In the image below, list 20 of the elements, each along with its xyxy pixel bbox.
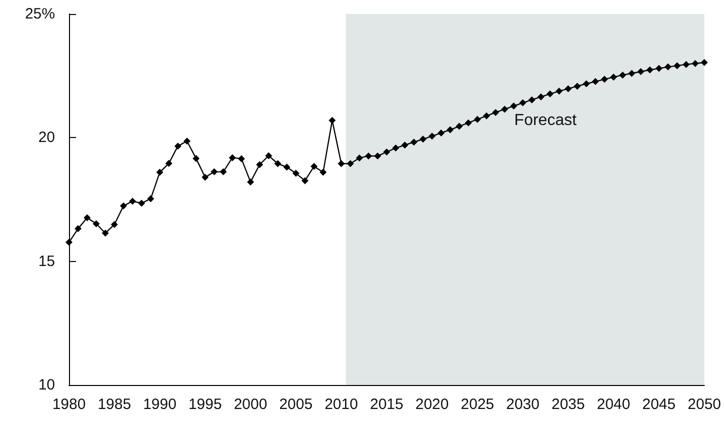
y-tick-label: 25% <box>24 6 55 22</box>
x-tick-label: 2030 <box>506 396 540 413</box>
x-tick-label: 2015 <box>370 396 404 413</box>
x-tick-label: 1980 <box>52 396 86 413</box>
x-tick-label: 2010 <box>324 396 358 413</box>
x-tick-label: 2045 <box>642 396 676 413</box>
x-tick-label: 2040 <box>596 396 630 413</box>
y-tick-label: 10 <box>38 376 55 394</box>
x-tick-label: 2035 <box>551 396 585 413</box>
y-tick-label: 15 <box>38 252 55 270</box>
x-tick-label: 2020 <box>415 396 449 413</box>
x-tick-label: 1995 <box>188 396 222 413</box>
band-label: Forecast <box>514 112 578 129</box>
x-tick-label: 2000 <box>234 396 268 413</box>
x-tick-label: 1990 <box>143 396 176 413</box>
x-tick-label: 1985 <box>98 396 132 413</box>
x-tick-label: 2025 <box>460 396 494 413</box>
x-tick-label: 2005 <box>279 396 313 413</box>
y-tick-label: 20 <box>38 129 55 146</box>
x-tick-label: 2050 <box>688 396 722 413</box>
